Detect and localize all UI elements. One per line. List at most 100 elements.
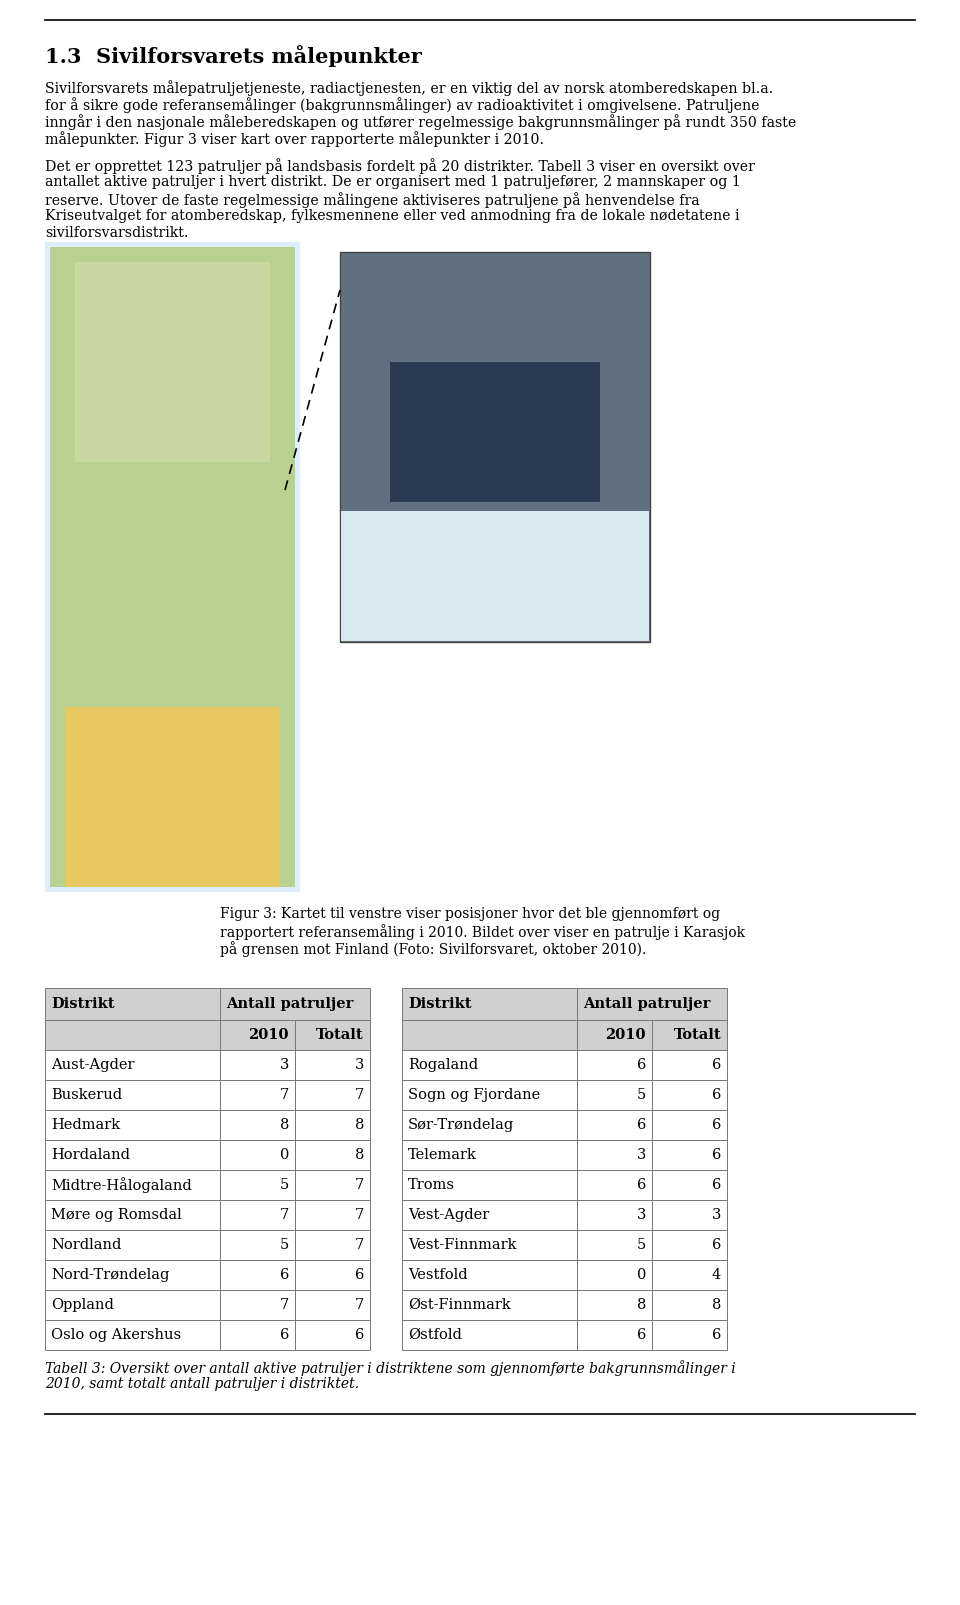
Bar (45, 1140, 220, 1170)
Text: 6: 6 (711, 1058, 721, 1072)
Bar (220, 1080, 295, 1111)
Bar (45, 1290, 220, 1319)
Bar (220, 1229, 295, 1260)
Bar (652, 1290, 727, 1319)
Bar (45, 242, 300, 892)
Bar (402, 1229, 577, 1260)
Text: Oppland: Oppland (51, 1298, 114, 1311)
Bar (45, 1170, 220, 1201)
Bar (50, 247, 295, 888)
Bar (652, 1140, 727, 1170)
Text: 7: 7 (355, 1088, 364, 1103)
Bar (295, 1080, 370, 1111)
Bar (295, 1021, 370, 1050)
Text: 6: 6 (711, 1237, 721, 1252)
Bar (652, 1260, 727, 1290)
Text: inngår i den nasjonale måleberedskapen og utfører regelmessige bakgrunnsmålinger: inngår i den nasjonale måleberedskapen o… (45, 114, 796, 130)
Bar (45, 1111, 220, 1140)
Text: 6: 6 (711, 1088, 721, 1103)
Bar (652, 1050, 727, 1080)
Text: 7: 7 (279, 1298, 289, 1311)
Text: 6: 6 (354, 1327, 364, 1342)
Text: sivilforsvarsdistrikt.: sivilforsvarsdistrikt. (45, 226, 188, 241)
Text: for å sikre gode referansemålinger (bakgrunnsmålinger) av radioaktivitet i omgiv: for å sikre gode referansemålinger (bakg… (45, 96, 759, 112)
Text: 3: 3 (279, 1058, 289, 1072)
Bar (577, 1050, 652, 1080)
Bar (220, 1050, 295, 1080)
Text: 5: 5 (636, 1088, 646, 1103)
Text: 6: 6 (636, 1178, 646, 1193)
Bar (402, 1140, 577, 1170)
Text: Det er opprettet 123 patruljer på landsbasis fordelt på 20 distrikter. Tabell 3 : Det er opprettet 123 patruljer på landsb… (45, 157, 755, 173)
Text: Distrikt: Distrikt (51, 997, 114, 1011)
Text: på grensen mot Finland (Foto: Sivilforsvaret, oktober 2010).: på grensen mot Finland (Foto: Sivilforsv… (220, 941, 646, 957)
Bar (577, 1319, 652, 1350)
Text: Kriseutvalget for atomberedskap, fylkesmennene eller ved anmodning fra de lokale: Kriseutvalget for atomberedskap, fylkesm… (45, 209, 739, 223)
Text: 4: 4 (711, 1268, 721, 1282)
Text: 0: 0 (636, 1268, 646, 1282)
Text: 6: 6 (636, 1058, 646, 1072)
Text: Figur 3: Kartet til venstre viser posisjoner hvor det ble gjennomført og: Figur 3: Kartet til venstre viser posisj… (220, 907, 720, 921)
Bar (577, 1290, 652, 1319)
Bar (402, 1319, 577, 1350)
Text: Buskerud: Buskerud (51, 1088, 122, 1103)
Bar (45, 989, 220, 1021)
Text: Oslo og Akershus: Oslo og Akershus (51, 1327, 181, 1342)
Bar (402, 1201, 577, 1229)
Text: Øst-Finnmark: Øst-Finnmark (408, 1298, 511, 1311)
Bar (45, 1201, 220, 1229)
Text: Rogaland: Rogaland (408, 1058, 478, 1072)
Text: Vest-Finnmark: Vest-Finnmark (408, 1237, 516, 1252)
Text: Tabell 3: Oversikt over antall aktive patruljer i distriktene som gjennomførte b: Tabell 3: Oversikt over antall aktive pa… (45, 1359, 735, 1375)
Text: 6: 6 (279, 1327, 289, 1342)
Bar (295, 1050, 370, 1080)
Bar (45, 1050, 220, 1080)
Text: Møre og Romsdal: Møre og Romsdal (51, 1209, 181, 1221)
Text: 8: 8 (636, 1298, 646, 1311)
Bar (341, 510, 649, 640)
Text: Sivilforsvarets målepatruljetjeneste, radiactjenesten, er en viktig del av norsk: Sivilforsvarets målepatruljetjeneste, ra… (45, 80, 773, 96)
Text: 7: 7 (279, 1088, 289, 1103)
Bar (402, 1260, 577, 1290)
Bar (577, 1260, 652, 1290)
Bar (341, 510, 649, 640)
Text: 7: 7 (355, 1209, 364, 1221)
Text: Vestfold: Vestfold (408, 1268, 468, 1282)
Bar (220, 1260, 295, 1290)
Bar (295, 1290, 370, 1319)
Text: Aust-Agder: Aust-Agder (51, 1058, 134, 1072)
Text: Totalt: Totalt (317, 1027, 364, 1042)
Text: 7: 7 (355, 1298, 364, 1311)
Text: 8: 8 (711, 1298, 721, 1311)
Text: Sogn og Fjordane: Sogn og Fjordane (408, 1088, 540, 1103)
Text: Sør-Trøndelag: Sør-Trøndelag (408, 1119, 515, 1132)
Bar (220, 1111, 295, 1140)
Text: 8: 8 (354, 1119, 364, 1132)
Bar (295, 1170, 370, 1201)
Bar (220, 989, 370, 1021)
Bar (45, 1229, 220, 1260)
Bar (577, 1080, 652, 1111)
Text: 0: 0 (279, 1148, 289, 1162)
Text: 2010: 2010 (249, 1027, 289, 1042)
Text: 2010, samt totalt antall patruljer i distriktet.: 2010, samt totalt antall patruljer i dis… (45, 1377, 359, 1392)
Bar (45, 1260, 220, 1290)
Text: Østfold: Østfold (408, 1327, 462, 1342)
Bar (577, 1021, 652, 1050)
Text: reserve. Utover de faste regelmessige målingene aktiviseres patruljene på henven: reserve. Utover de faste regelmessige må… (45, 193, 700, 209)
Text: 1.3  Sivilforsvarets målepunkter: 1.3 Sivilforsvarets målepunkter (45, 45, 421, 67)
Bar (295, 1319, 370, 1350)
Bar (220, 1201, 295, 1229)
Text: 5: 5 (636, 1237, 646, 1252)
Text: 6: 6 (711, 1327, 721, 1342)
Text: 5: 5 (279, 1178, 289, 1193)
Bar (577, 1170, 652, 1201)
Bar (652, 1319, 727, 1350)
Bar (652, 1111, 727, 1140)
Text: 7: 7 (355, 1178, 364, 1193)
Text: Nord-Trøndelag: Nord-Trøndelag (51, 1268, 169, 1282)
Text: 6: 6 (711, 1178, 721, 1193)
Text: rapportert referansemåling i 2010. Bildet over viser en patrulje i Karasjok: rapportert referansemåling i 2010. Bilde… (220, 924, 745, 941)
Bar (652, 1201, 727, 1229)
Text: Totalt: Totalt (673, 1027, 721, 1042)
